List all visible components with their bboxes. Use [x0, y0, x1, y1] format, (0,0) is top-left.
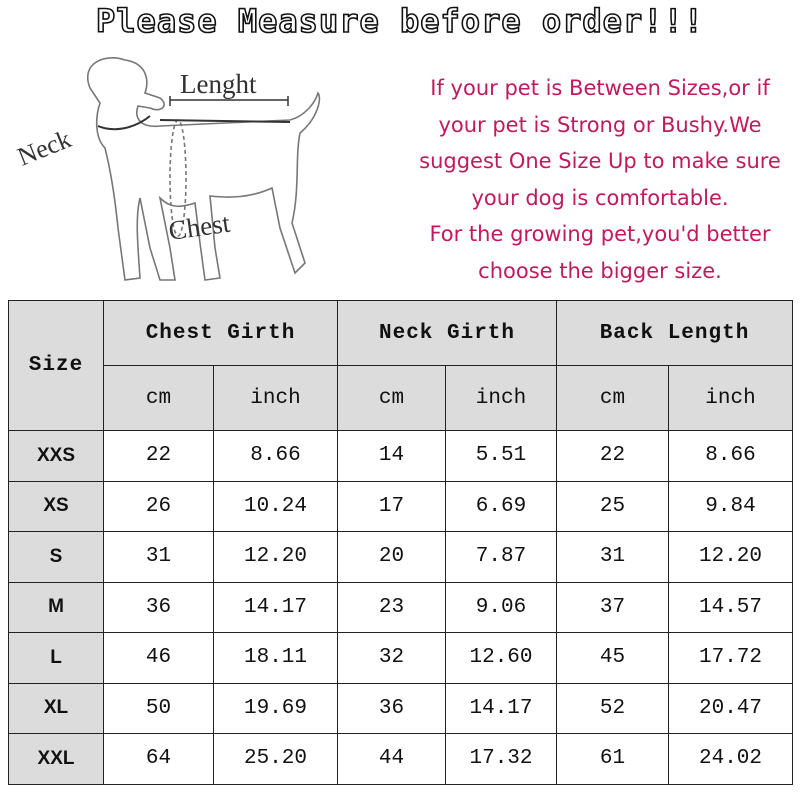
- measurement-cell: 14.17: [213, 581, 338, 633]
- dog-measurement-diagram: Neck Lenght Chest: [13, 57, 321, 281]
- unit-header: cm: [337, 365, 446, 431]
- measurement-cell: 7.87: [445, 531, 557, 583]
- size-label: XXS: [8, 430, 104, 482]
- measurement-cell: 9.06: [445, 581, 557, 633]
- measurement-cell: 14.57: [668, 581, 793, 633]
- measurement-cell: 37: [556, 581, 669, 633]
- table-row: XL 50 19.69 36 14.17 52 20.47: [8, 682, 793, 734]
- unit-header: cm: [556, 365, 669, 431]
- measurement-cell: 26: [103, 480, 214, 532]
- measurement-cell: 14: [337, 430, 446, 482]
- chest-label: Chest: [167, 208, 233, 246]
- measurement-cell: 52: [556, 682, 669, 734]
- table-row: XXL 64 25.20 44 17.32 61 24.02: [8, 733, 793, 785]
- unit-header: inch: [445, 365, 557, 431]
- measurement-cell: 6.69: [445, 480, 557, 532]
- measurement-cell: 64: [103, 733, 214, 785]
- size-label: M: [8, 581, 104, 633]
- size-label: XS: [8, 480, 104, 532]
- advice-line: suggest One Size Up to make sure: [419, 149, 781, 174]
- measurement-cell: 9.84: [668, 480, 793, 532]
- page-title: Please Measure before order!!!: [95, 1, 704, 41]
- measurement-cell: 19.69: [213, 682, 338, 734]
- measurement-cell: 36: [337, 682, 446, 734]
- table-row: XXS 22 8.66 14 5.51 22 8.66: [8, 430, 793, 482]
- measurement-cell: 23: [337, 581, 446, 633]
- size-label: S: [8, 531, 104, 583]
- measurement-cell: 18.11: [213, 632, 338, 684]
- unit-header: cm: [103, 365, 214, 431]
- measurement-cell: 10.24: [213, 480, 338, 532]
- measurement-cell: 20.47: [668, 682, 793, 734]
- measurement-cell: 17.72: [668, 632, 793, 684]
- measurement-cell: 25.20: [213, 733, 338, 785]
- measurement-cell: 24.02: [668, 733, 793, 785]
- sizing-advice: If your pet is Between Sizes,or if your …: [405, 70, 795, 290]
- measurement-cell: 5.51: [445, 430, 557, 482]
- advice-line: choose the bigger size.: [478, 258, 722, 283]
- table-row: S 31 12.20 20 7.87 31 12.20: [8, 531, 793, 583]
- size-label: XXL: [8, 733, 104, 785]
- length-label: Lenght: [180, 69, 257, 99]
- neck-girth-header: Neck Girth: [337, 300, 557, 366]
- unit-header: inch: [213, 365, 338, 431]
- measurement-cell: 32: [337, 632, 446, 684]
- back-length-header: Back Length: [556, 300, 793, 366]
- measurement-cell: 12.20: [213, 531, 338, 583]
- measurement-cell: 46: [103, 632, 214, 684]
- unit-header: inch: [668, 365, 793, 431]
- size-label: L: [8, 632, 104, 684]
- measurement-cell: 25: [556, 480, 669, 532]
- table-row: L 46 18.11 32 12.60 45 17.72: [8, 632, 793, 684]
- measurement-cell: 36: [103, 581, 214, 633]
- size-label: XL: [8, 682, 104, 734]
- table-row: XS 26 10.24 17 6.69 25 9.84: [8, 480, 793, 532]
- measurement-cell: 12.60: [445, 632, 557, 684]
- table-row: M 36 14.17 23 9.06 37 14.57: [8, 581, 793, 633]
- advice-line: your dog is comfortable.: [471, 185, 729, 210]
- measurement-cell: 17.32: [445, 733, 557, 785]
- measurement-cell: 50: [103, 682, 214, 734]
- advice-line: If your pet is Between Sizes,or if: [430, 76, 770, 100]
- measurement-cell: 31: [556, 531, 669, 583]
- dog-outline-icon: [87, 57, 321, 281]
- measurement-cell: 20: [337, 531, 446, 583]
- measurement-cell: 12.20: [668, 531, 793, 583]
- measurement-cell: 44: [337, 733, 446, 785]
- measurement-cell: 61: [556, 733, 669, 785]
- neck-label: Neck: [13, 124, 75, 171]
- size-chart-table: Size Chest Girth Neck Girth Back Length …: [8, 300, 793, 785]
- measurement-cell: 31: [103, 531, 214, 583]
- measurement-cell: 22: [556, 430, 669, 482]
- measurement-cell: 14.17: [445, 682, 557, 734]
- measurement-cell: 8.66: [213, 430, 338, 482]
- size-header: Size: [8, 300, 104, 431]
- advice-line: your pet is Strong or Bushy.We: [438, 112, 762, 137]
- measurement-cell: 22: [103, 430, 214, 482]
- measurement-cell: 45: [556, 632, 669, 684]
- advice-line: For the growing pet,you'd better: [429, 222, 771, 247]
- measurement-cell: 17: [337, 480, 446, 532]
- measurement-cell: 8.66: [668, 430, 793, 482]
- chest-girth-header: Chest Girth: [103, 300, 338, 366]
